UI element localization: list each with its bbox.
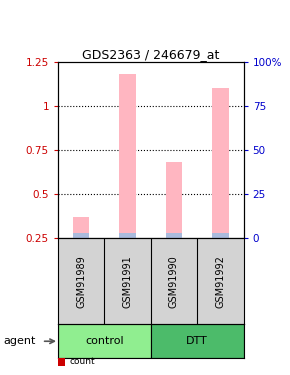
Bar xyxy=(73,217,89,238)
Text: GSM91991: GSM91991 xyxy=(123,255,133,308)
Text: count: count xyxy=(70,357,95,366)
Text: GSM91989: GSM91989 xyxy=(76,255,86,308)
Bar xyxy=(166,162,182,238)
Text: GSM91990: GSM91990 xyxy=(169,255,179,308)
Text: DTT: DTT xyxy=(186,336,208,346)
Bar xyxy=(212,88,229,238)
Bar xyxy=(119,74,136,238)
Bar xyxy=(212,233,229,238)
Text: GSM91992: GSM91992 xyxy=(215,255,225,308)
Bar xyxy=(151,324,244,358)
Bar xyxy=(119,233,136,238)
Bar xyxy=(58,324,151,358)
Text: agent: agent xyxy=(3,336,35,346)
Title: GDS2363 / 246679_at: GDS2363 / 246679_at xyxy=(82,48,220,61)
Text: control: control xyxy=(85,336,124,346)
Bar xyxy=(73,233,89,238)
Bar xyxy=(166,233,182,238)
